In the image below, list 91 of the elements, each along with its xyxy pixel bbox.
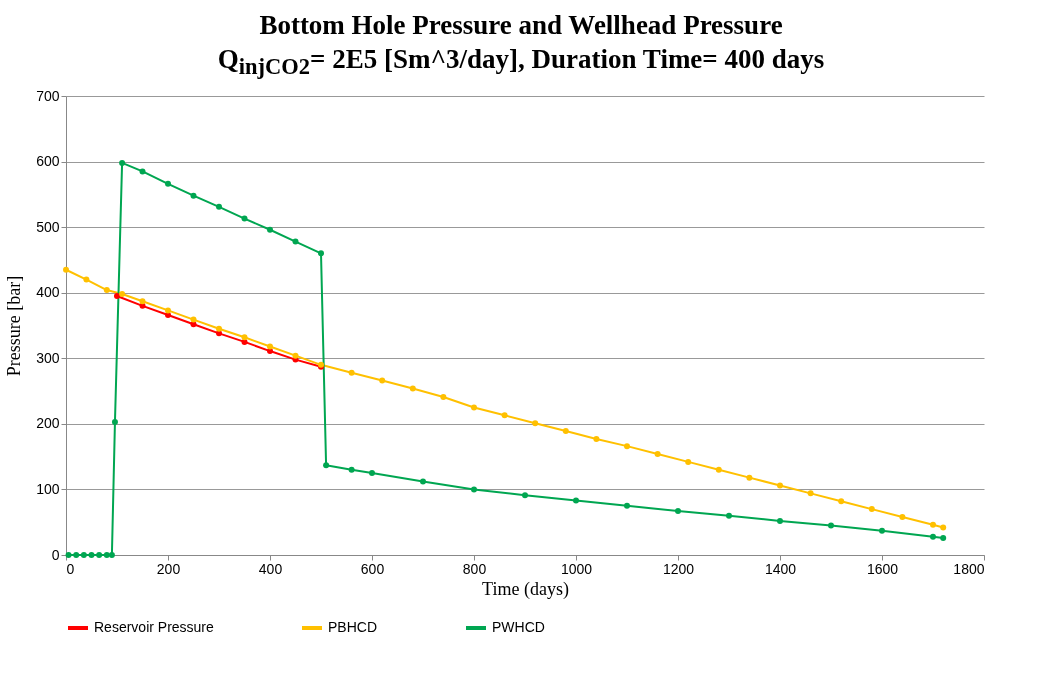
- y-axis-title: Pressure [bar]: [4, 276, 25, 377]
- point: [440, 394, 447, 401]
- point: [420, 478, 426, 485]
- legend-label: Reservoir Pressure: [94, 619, 215, 636]
- point: [292, 353, 299, 360]
- point: [165, 312, 171, 319]
- point: [96, 552, 103, 559]
- x-axis-title: Time (days): [482, 578, 569, 600]
- y-tick-label: 700: [36, 87, 60, 104]
- point: [828, 522, 834, 529]
- point: [111, 419, 118, 426]
- point: [930, 522, 936, 529]
- point: [119, 160, 126, 167]
- y-tick-label: 500: [36, 219, 60, 236]
- x-tick-label: 1800: [953, 560, 985, 577]
- point: [409, 385, 416, 392]
- x-tick-label: 400: [258, 560, 283, 577]
- x-tick-label: 1600: [866, 560, 899, 577]
- point: [190, 193, 197, 200]
- point: [348, 467, 355, 474]
- point: [103, 287, 110, 294]
- chart-subtitle: Q$_{injCO2}$= 2E5 [Sm^3/day], Duration Time= 400 days: [216, 43, 826, 82]
- x-tick-label: 1400: [764, 560, 797, 577]
- point: [241, 216, 248, 222]
- point: [868, 506, 875, 513]
- point: [318, 250, 324, 257]
- point: [267, 348, 273, 355]
- x-tick-label: 0: [66, 560, 75, 577]
- y-tick-label: 300: [36, 350, 60, 367]
- point: [379, 377, 386, 384]
- y-tick-label: 600: [36, 153, 60, 170]
- point: [879, 528, 885, 535]
- point: [573, 497, 579, 504]
- point: [292, 238, 299, 245]
- point: [675, 508, 681, 515]
- point: [108, 552, 115, 559]
- point: [88, 552, 95, 559]
- point: [139, 168, 146, 175]
- x-tick-label: 1000: [560, 560, 593, 577]
- point: [267, 227, 273, 234]
- point: [139, 298, 146, 305]
- y-tick-label: 400: [36, 284, 60, 301]
- point: [522, 492, 528, 499]
- point: [624, 443, 630, 450]
- point: [241, 334, 248, 341]
- point: [940, 524, 947, 531]
- point: [838, 498, 845, 505]
- point: [715, 467, 722, 474]
- point: [369, 470, 375, 477]
- point: [165, 181, 171, 188]
- point: [501, 412, 508, 419]
- point: [726, 513, 732, 520]
- point: [73, 552, 80, 559]
- x-tick-label: 1200: [662, 560, 695, 577]
- legend-label: PWHCD: [492, 619, 545, 636]
- point: [940, 535, 947, 542]
- point: [777, 518, 783, 525]
- point: [348, 370, 355, 377]
- y-tick-label: 0: [51, 546, 60, 563]
- point: [930, 534, 936, 541]
- point: [267, 343, 273, 350]
- point: [562, 428, 569, 435]
- point: [323, 462, 330, 469]
- point: [807, 490, 814, 497]
- point: [216, 204, 222, 211]
- point: [80, 552, 87, 559]
- y-tick-label: 100: [36, 481, 60, 498]
- point: [624, 503, 630, 510]
- x-tick-label: 800: [462, 560, 487, 577]
- point: [685, 459, 692, 466]
- chart-title: Bottom Hole Pressure and Wellhead Pressure: [258, 9, 784, 42]
- point: [63, 267, 69, 274]
- y-tick-label: 200: [36, 415, 60, 432]
- point: [114, 293, 120, 300]
- point: [119, 291, 126, 298]
- point: [532, 420, 539, 427]
- x-tick-label: 600: [360, 560, 385, 577]
- point: [216, 326, 222, 333]
- point: [103, 552, 110, 559]
- x-tick-label: 200: [156, 560, 181, 577]
- point: [165, 307, 171, 314]
- point: [746, 475, 753, 482]
- point: [83, 277, 90, 283]
- point: [654, 451, 661, 458]
- point: [593, 436, 600, 443]
- point: [471, 486, 477, 493]
- point: [899, 514, 906, 521]
- point: [471, 404, 477, 411]
- legend-label: PBHCD: [328, 619, 378, 636]
- point: [190, 317, 197, 323]
- point: [777, 482, 783, 489]
